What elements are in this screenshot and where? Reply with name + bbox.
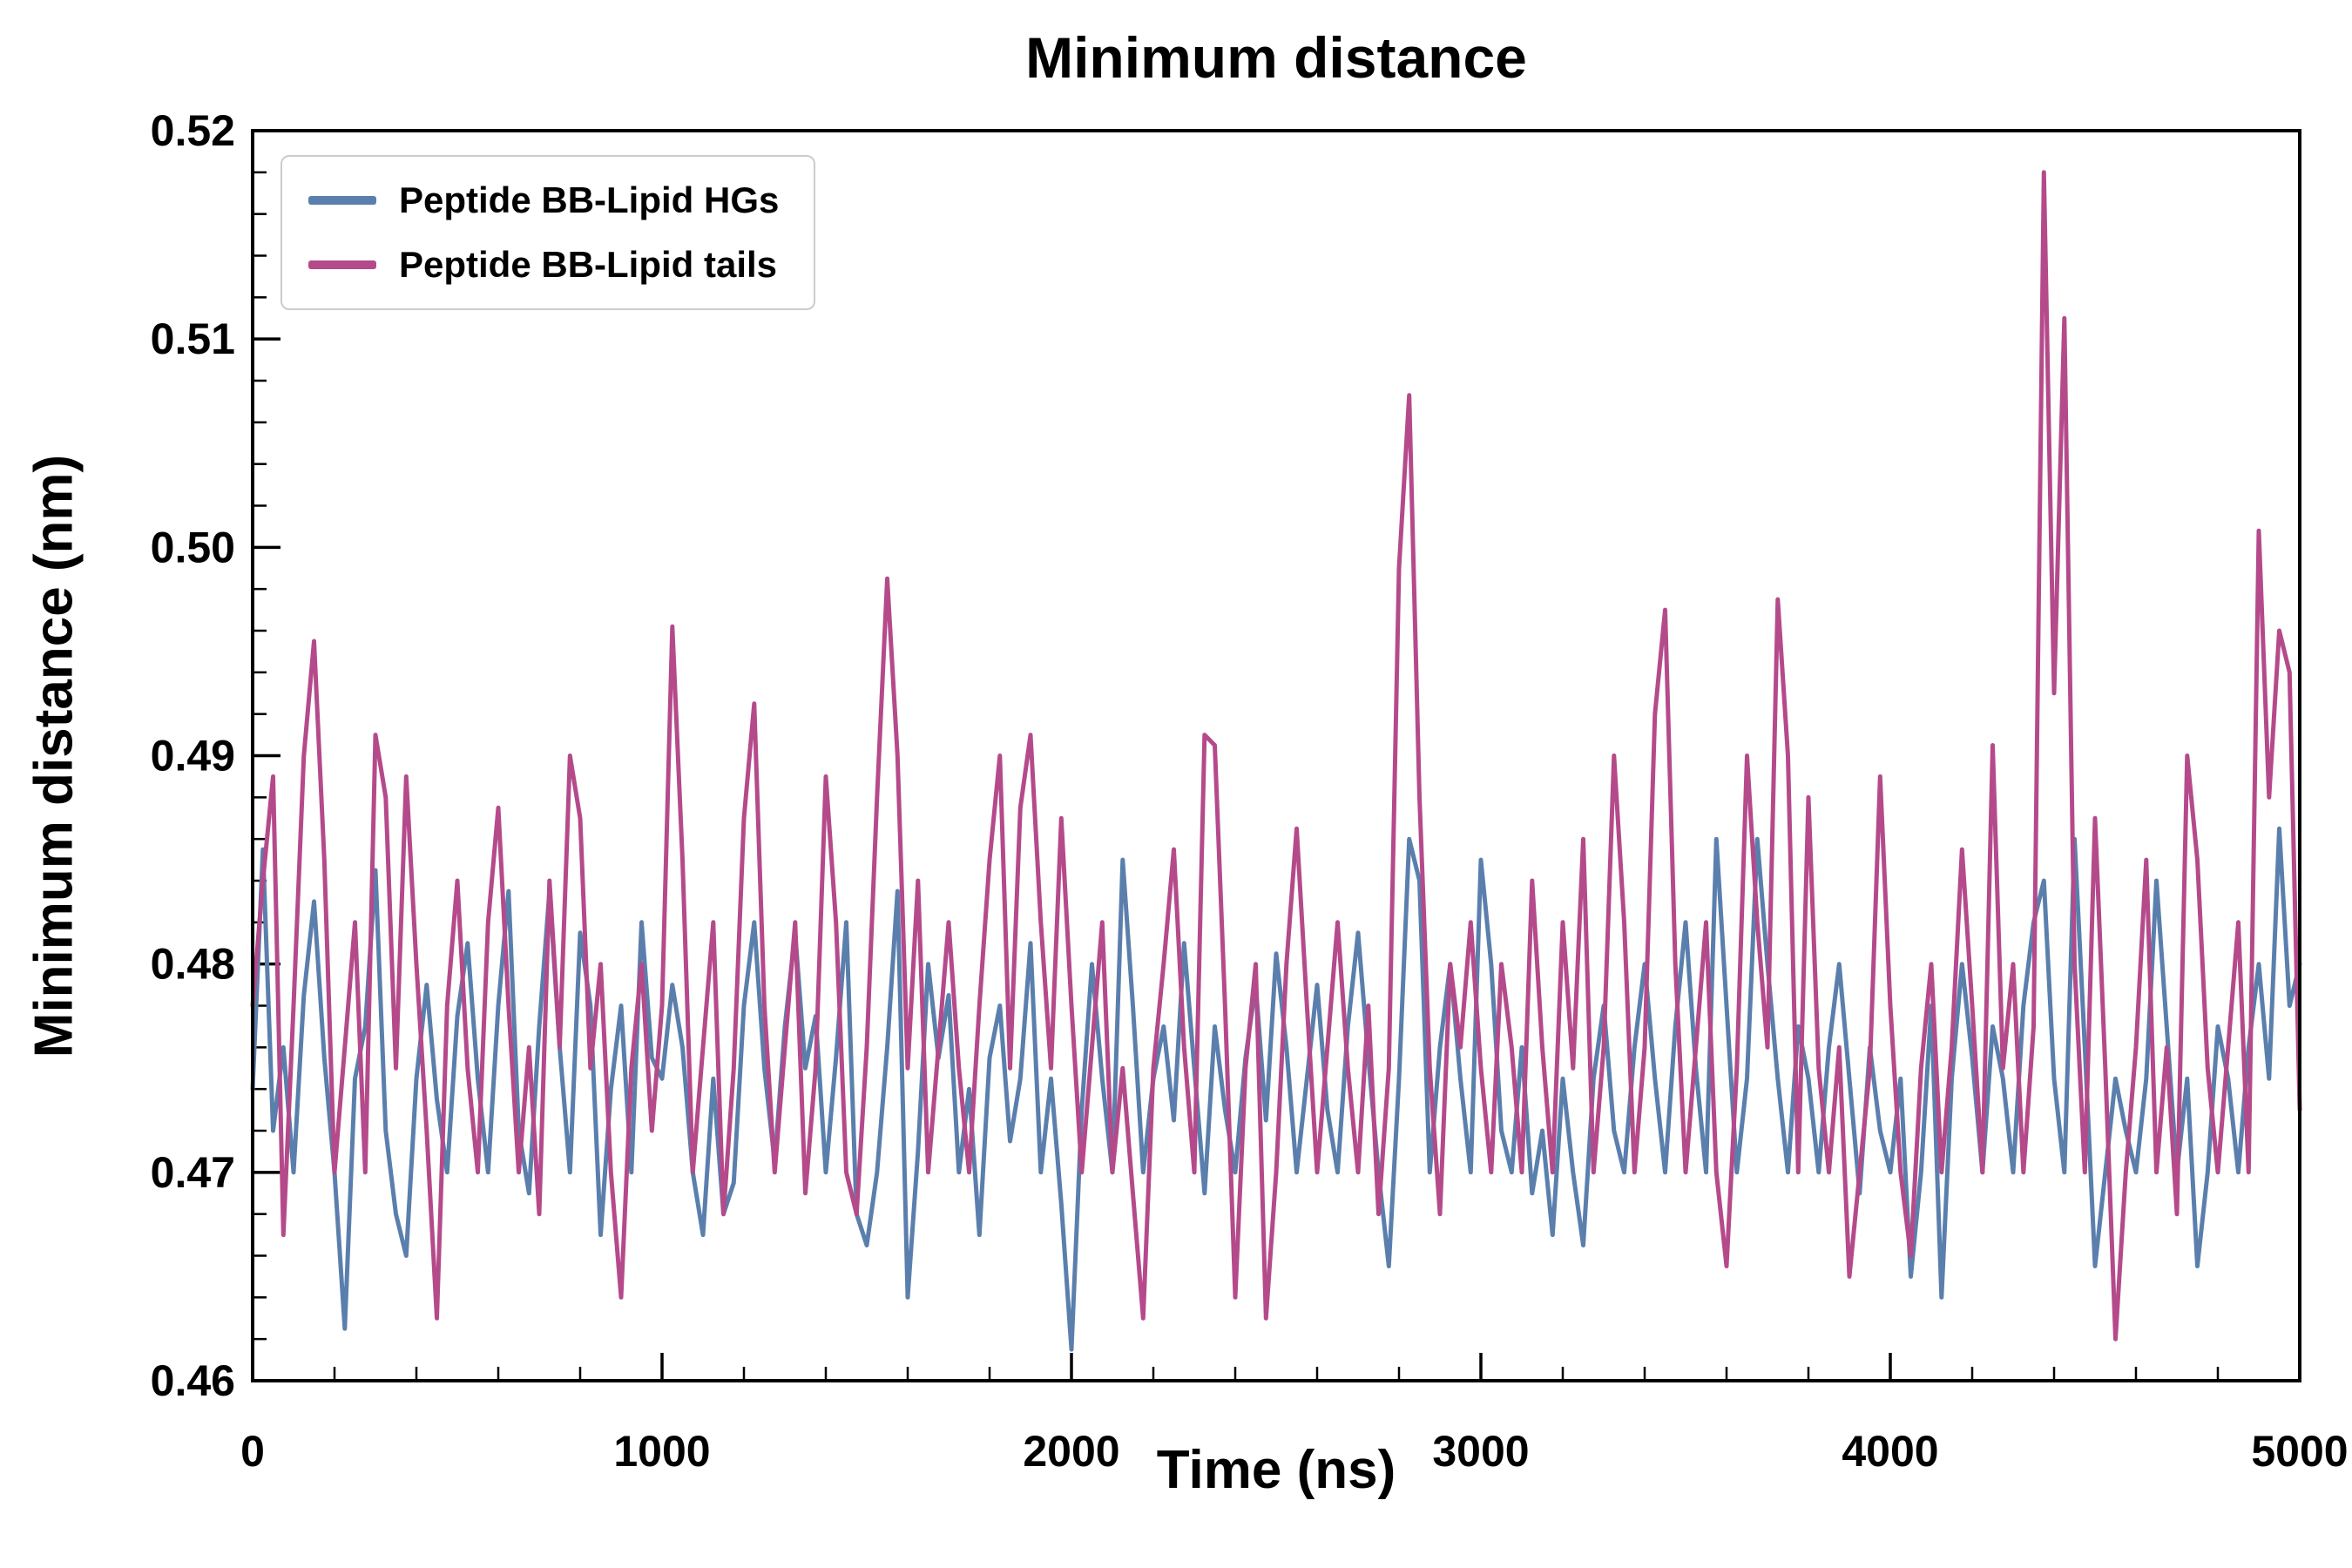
legend: Peptide BB-Lipid HGs Peptide BB-Lipid ta… <box>280 155 816 310</box>
legend-label-tails: Peptide BB-Lipid tails <box>399 244 778 285</box>
y-tick-label: 0.52 <box>151 106 235 155</box>
legend-swatch-hgs <box>308 196 376 205</box>
y-tick-label: 0.47 <box>151 1148 235 1197</box>
x-tick-label: 5000 <box>2251 1427 2348 1476</box>
x-tick-label: 3000 <box>1432 1427 1529 1476</box>
series-line-0 <box>250 826 2302 1352</box>
y-tick-label: 0.48 <box>151 940 235 989</box>
x-tick-label: 1000 <box>613 1427 710 1476</box>
axes-spines <box>251 129 2301 1382</box>
chart-title: Minimum distance <box>1025 25 1527 90</box>
x-tick-label: 2000 <box>1023 1427 1119 1476</box>
y-tick-label: 0.49 <box>151 732 235 781</box>
y-tick-label: 0.51 <box>151 314 235 363</box>
legend-item-hgs: Peptide BB-Lipid HGs <box>308 179 779 221</box>
legend-swatch-tails <box>308 260 376 269</box>
y-tick-label: 0.46 <box>151 1356 235 1405</box>
x-axis-label: Time (ns) <box>1156 1440 1396 1500</box>
series-line-1 <box>250 170 2302 1342</box>
y-tick-label: 0.50 <box>151 523 235 571</box>
legend-item-tails: Peptide BB-Lipid tails <box>308 244 779 286</box>
y-axis-label: Minimum distance (nm) <box>24 454 84 1058</box>
x-tick-label: 0 <box>240 1427 265 1476</box>
x-tick-label: 4000 <box>1842 1427 1938 1476</box>
legend-label-hgs: Peptide BB-Lipid HGs <box>399 179 780 220</box>
